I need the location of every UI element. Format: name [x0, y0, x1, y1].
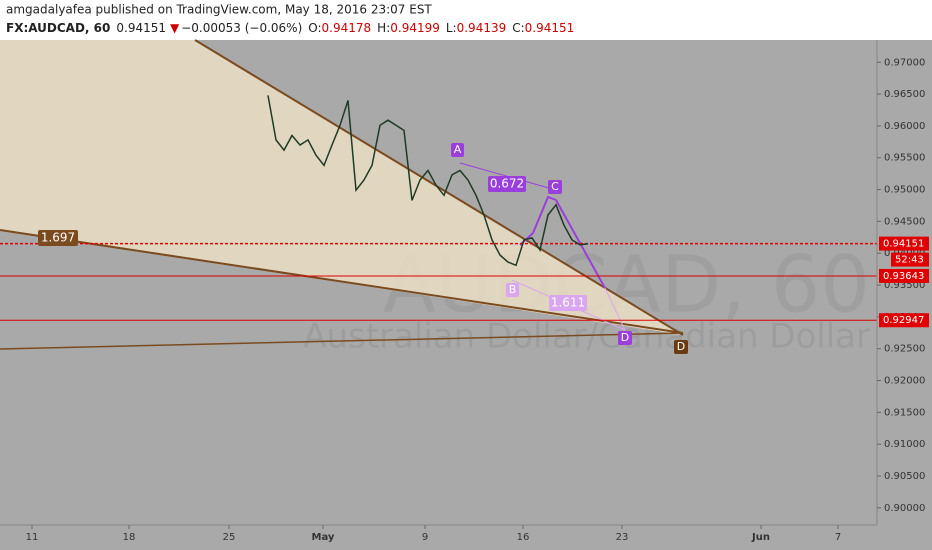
ratio-label: 0.672 — [490, 177, 524, 191]
point-label: D — [677, 340, 685, 353]
x-tick-label: 11 — [26, 532, 39, 543]
x-tick-label: Jun — [751, 532, 770, 543]
x-tick-label: 16 — [517, 532, 530, 543]
price-line-series — [267, 95, 589, 267]
point-bg — [451, 143, 464, 157]
y-tick-label: 0.95500 — [884, 153, 925, 164]
price-label-bg — [879, 268, 929, 283]
ratio-label: 1.611 — [551, 296, 585, 310]
y-tick-label: 0.94500 — [884, 216, 925, 227]
ohlc-value: 0.94178 — [322, 21, 372, 35]
ohlc-label: C: — [512, 21, 524, 35]
y-tick-label: 0.91000 — [884, 439, 925, 450]
y-tick-label: 0.90000 — [884, 503, 925, 514]
label-bg — [549, 295, 587, 311]
x-tick-label: May — [312, 532, 335, 543]
trendline — [0, 332, 684, 350]
ohlc-value: 0.94199 — [390, 21, 440, 35]
header-line: FX:AUDCAD, 60 0.94151 ▼ −0.00053 (−0.06%) O:… — [6, 21, 574, 35]
watermark-subtitle: Australian Dollar/Canadian Dollar — [303, 317, 870, 357]
y-tick-label: 0.97000 — [884, 57, 925, 68]
price-label-bg — [879, 236, 929, 251]
ohlc: O:0.94178 H:0.94199 L:0.94139 C:0.94151 — [308, 21, 574, 35]
point-label: B — [509, 283, 517, 296]
point-bg — [506, 283, 519, 297]
countdown-bg — [891, 252, 929, 267]
pattern-line — [604, 287, 626, 331]
triangle-fill — [0, 40, 683, 335]
ohlc-value: 0.94151 — [525, 21, 575, 35]
fib-label: 1.697 — [41, 231, 75, 245]
y-tick-label: 0.96500 — [884, 89, 925, 100]
ohlc-label: H: — [377, 21, 390, 35]
price-label-bg — [879, 313, 929, 328]
header-bg — [0, 0, 932, 40]
y-tick-label: 0.90500 — [884, 471, 925, 482]
change-arrow: ▼ — [170, 21, 180, 35]
x-tick-label: 23 — [616, 532, 629, 543]
y-tick-label: 0.92000 — [884, 376, 925, 387]
point-label: D — [621, 331, 629, 344]
y-tick-label: 0.93500 — [884, 280, 925, 291]
label-bg — [38, 230, 78, 246]
y-tick-label: 0.91500 — [884, 407, 925, 418]
price-label: 0.93643 — [883, 271, 924, 282]
point-bg — [674, 340, 688, 354]
point-label: A — [454, 143, 462, 156]
point-label: C — [551, 180, 559, 193]
point-bg — [618, 331, 632, 345]
x-tick-label: 25 — [223, 532, 236, 543]
last: 0.94151 — [116, 21, 166, 35]
label-bg — [488, 176, 526, 192]
price-label: 0.92947 — [883, 315, 924, 326]
publisher-line: amgadalyafea published on TradingView.co… — [6, 3, 432, 17]
symbol: FX:AUDCAD, 60 — [6, 21, 110, 35]
change: −0.00053 (−0.06%) — [181, 21, 302, 35]
point-bg — [548, 180, 562, 194]
x-tick-label: 7 — [835, 532, 841, 543]
plot-layer — [0, 95, 877, 321]
trendline — [194, 39, 684, 336]
x-tick-label: 18 — [123, 532, 136, 543]
ohlc-label: L: — [446, 21, 457, 35]
y-tick-label: 0.96000 — [884, 121, 925, 132]
countdown: 52:43 — [895, 255, 924, 266]
drawings — [0, 39, 684, 350]
price-label: 0.94151 — [883, 239, 924, 250]
y-tick-label: 0.92500 — [884, 344, 925, 355]
y-tick-label: 0.95000 — [884, 185, 925, 196]
trendline — [0, 229, 684, 334]
x-tick-label: 9 — [422, 532, 428, 543]
ohlc-value: 0.94139 — [457, 21, 507, 35]
ohlc-label: O: — [308, 21, 321, 35]
annotations: 1.697 0.672 1.611 A B C D D — [38, 143, 688, 354]
